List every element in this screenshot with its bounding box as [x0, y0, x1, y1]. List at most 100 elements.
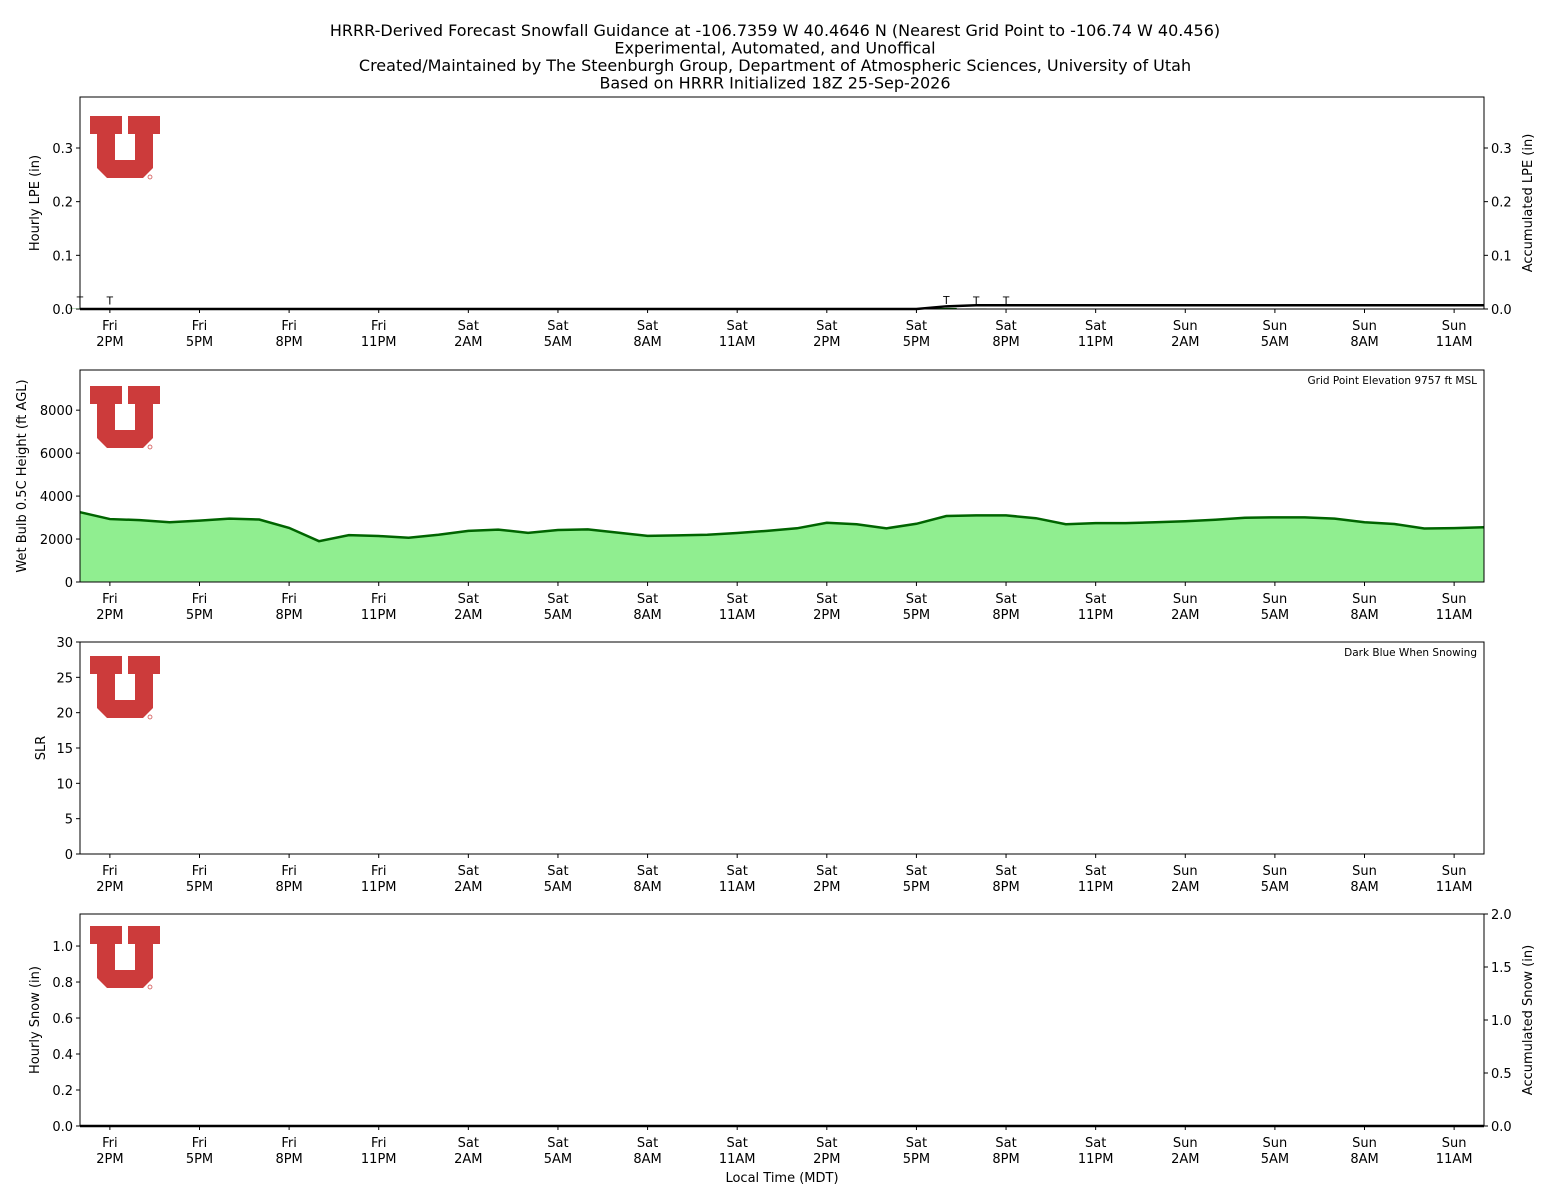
logo	[89, 385, 161, 450]
x-tick-label: Sat 8AM	[633, 592, 661, 623]
x-tick-label-line: 5AM	[544, 608, 572, 623]
x-tick-label-line: Sat	[458, 864, 479, 879]
x-tick-label-line: Sun	[1442, 864, 1467, 879]
x-tick-label-line: 11PM	[361, 880, 397, 895]
x-tick-label: Sun 2AM	[1171, 1136, 1199, 1167]
y-axis-label: Hourly LPE (in)	[28, 155, 43, 251]
x-tick-label-line: Sat	[727, 319, 748, 334]
x-tick-label-line: 2AM	[454, 1152, 482, 1167]
x-tick-label: Sun 11AM	[1436, 592, 1473, 623]
x-tick-label: Sat 11PM	[1078, 592, 1114, 623]
x-tick-label: Sat 2PM	[813, 1136, 840, 1167]
x-tick-label: Sun 8AM	[1350, 319, 1378, 350]
x-tick-label-line: Sat	[906, 319, 927, 334]
x-tick-label-line: 2PM	[813, 880, 840, 895]
x-tick-label-line: Fri	[102, 1136, 118, 1151]
x-tick-label: Sat 2PM	[813, 592, 840, 623]
x-tick-label: Fri 8PM	[275, 319, 302, 350]
x-tick-label: Sat 5PM	[903, 1136, 930, 1167]
x-tick-label: Fri 5PM	[186, 319, 213, 350]
x-tick-label-line: Sat	[1085, 1136, 1106, 1151]
y2-axis-label: Accumulated LPE (in)	[1521, 134, 1536, 273]
y2-tick-label: 2.0	[1491, 908, 1512, 923]
x-tick-label-line: Sun	[1173, 1136, 1198, 1151]
x-tick-label-line: Sun	[1352, 864, 1377, 879]
y-tick-label: 10	[56, 777, 73, 792]
x-tick-label: Sun 2AM	[1171, 592, 1199, 623]
x-tick-label-line: 5AM	[1261, 1152, 1289, 1167]
y2-tick-label: 0.0	[1491, 1120, 1512, 1135]
x-tick-label: Fri 2PM	[96, 592, 123, 623]
x-tick-label: Sat 11PM	[1078, 319, 1114, 350]
x-tick-label: Sat 11AM	[719, 592, 756, 623]
logo	[89, 655, 161, 720]
y-tick-label: 0.8	[52, 976, 73, 991]
x-tick-label-line: Sat	[995, 864, 1016, 879]
x-tick-label-line: 11AM	[1436, 1152, 1473, 1167]
x-tick-label-line: 2PM	[96, 608, 123, 623]
x-tick-label-line: 2PM	[96, 1152, 123, 1167]
y2-tick-label: 0.5	[1491, 1067, 1512, 1082]
x-tick-label-line: Fri	[192, 1136, 208, 1151]
y-tick-label: 0.0	[52, 303, 73, 318]
x-tick-label: Fri 8PM	[275, 1136, 302, 1167]
x-tick-label-line: 2PM	[813, 1152, 840, 1167]
x-tick-label-line: 5AM	[1261, 608, 1289, 623]
chart-title: Experimental, Automated, and Unoffical	[614, 39, 935, 58]
y-axis-label: SLR	[34, 736, 49, 761]
x-tick-label-line: 8AM	[633, 608, 661, 623]
x-tick-label: Sun 2AM	[1171, 319, 1199, 350]
x-tick-label-line: Fri	[371, 592, 387, 607]
x-tick-label-line: Sat	[727, 592, 748, 607]
y-tick-label: 5	[65, 813, 73, 828]
x-tick-label-line: 2AM	[1171, 880, 1199, 895]
x-tick-label-line: Sun	[1442, 319, 1467, 334]
chart-title: Based on HRRR Initialized 18Z 25-Sep-202…	[599, 74, 950, 93]
x-tick-label-line: 8PM	[992, 608, 1019, 623]
y-tick-label: 0.2	[52, 196, 73, 211]
plot-frame	[79, 369, 1485, 583]
x-tick-label-line: 2AM	[1171, 335, 1199, 350]
x-tick-label-line: Sun	[1442, 1136, 1467, 1151]
value-label: T	[1002, 296, 1010, 308]
x-tick-label: Fri 11PM	[361, 592, 397, 623]
x-tick-label-line: 11PM	[361, 1152, 397, 1167]
y-tick-label: 25	[56, 671, 73, 686]
x-tick-label-line: 8PM	[275, 880, 302, 895]
x-tick-label-line: Sat	[906, 1136, 927, 1151]
x-tick-label-line: Sun	[1173, 592, 1198, 607]
annotation: Dark Blue When Snowing	[1344, 647, 1477, 659]
y2-tick-label: 1.5	[1491, 961, 1512, 976]
x-tick-label-line: 11AM	[1436, 335, 1473, 350]
x-tick-label-line: 2PM	[813, 335, 840, 350]
plot-frame	[79, 96, 1485, 310]
value-label: T	[972, 295, 980, 307]
x-tick-label-line: 5PM	[903, 880, 930, 895]
x-tick-label-line: 5AM	[544, 1152, 572, 1167]
y-tick-label: 0	[65, 576, 73, 591]
x-tick-label: Sat 8AM	[633, 864, 661, 895]
plot-frame	[79, 641, 1485, 855]
x-tick-label-line: 2AM	[454, 608, 482, 623]
x-tick-label: Sun 8AM	[1350, 1136, 1378, 1167]
y2-tick-label: 1.0	[1491, 1014, 1512, 1029]
area	[80, 512, 1484, 582]
x-tick-label: Sat 8AM	[633, 1136, 661, 1167]
x-tick-label: Fri 11PM	[361, 864, 397, 895]
x-tick-label-line: Sun	[1263, 864, 1288, 879]
y-tick-label: 0.3	[52, 142, 73, 157]
plot-frame	[79, 913, 1485, 1127]
x-tick-label-line: Fri	[281, 1136, 297, 1151]
y-tick-label: 0	[65, 848, 73, 863]
chart-title: HRRR-Derived Forecast Snowfall Guidance …	[330, 21, 1220, 40]
x-tick-label-line: Fri	[371, 864, 387, 879]
y-tick-label: 1.0	[52, 940, 73, 955]
x-tick-label-line: 2PM	[96, 335, 123, 350]
y-tick-label: 30	[56, 636, 73, 651]
x-tick-label-line: Fri	[192, 864, 208, 879]
x-tick-label-line: Fri	[102, 592, 118, 607]
x-tick-label: Sat 2PM	[813, 319, 840, 350]
chart-title: Created/Maintained by The Steenburgh Gro…	[359, 56, 1191, 75]
x-tick-label-line: 11AM	[1436, 880, 1473, 895]
x-tick-label-line: Sat	[547, 1136, 568, 1151]
